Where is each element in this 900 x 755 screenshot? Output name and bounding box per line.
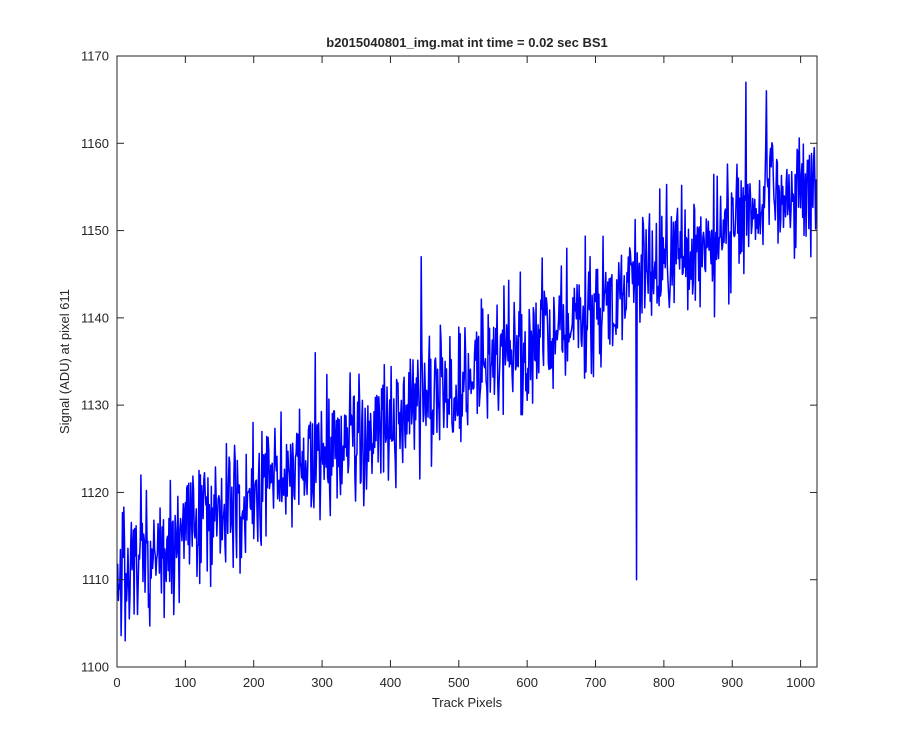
x-tick-label: 900 bbox=[721, 675, 743, 690]
x-tick-label: 600 bbox=[516, 675, 538, 690]
x-tick-label: 700 bbox=[585, 675, 607, 690]
y-tick-label: 1120 bbox=[81, 485, 109, 500]
x-tick-label: 400 bbox=[380, 675, 402, 690]
y-tick-label: 1140 bbox=[81, 310, 109, 325]
x-tick-label: 100 bbox=[175, 675, 197, 690]
y-tick-label: 1160 bbox=[81, 136, 109, 151]
x-axis-label: Track Pixels bbox=[432, 695, 503, 710]
x-tick-label: 0 bbox=[113, 675, 120, 690]
axes-box bbox=[116, 55, 818, 668]
x-tick-label: 500 bbox=[448, 675, 470, 690]
y-tick-label: 1100 bbox=[81, 660, 109, 675]
y-axis-label: Signal (ADU) at pixel 611 bbox=[57, 289, 72, 434]
y-tick-label: 1150 bbox=[81, 223, 109, 238]
y-tick-label: 1110 bbox=[82, 572, 109, 587]
y-tick-label: 1170 bbox=[81, 49, 109, 64]
y-tick-label: 1130 bbox=[81, 398, 109, 413]
x-tick-label: 800 bbox=[653, 675, 675, 690]
signal-series-line bbox=[116, 81, 818, 642]
tick-layer: 0 100 200 300 400 500 600 700 800 900 1000 1100 1110… bbox=[81, 49, 817, 690]
series-layer bbox=[116, 81, 818, 642]
x-tick-label: 300 bbox=[311, 675, 333, 690]
x-tick-label: 200 bbox=[243, 675, 265, 690]
x-tick-label: 1000 bbox=[786, 675, 815, 690]
chart-title: b2015040801_img.mat int time = 0.02 sec … bbox=[326, 35, 607, 50]
plot-area bbox=[117, 56, 817, 667]
